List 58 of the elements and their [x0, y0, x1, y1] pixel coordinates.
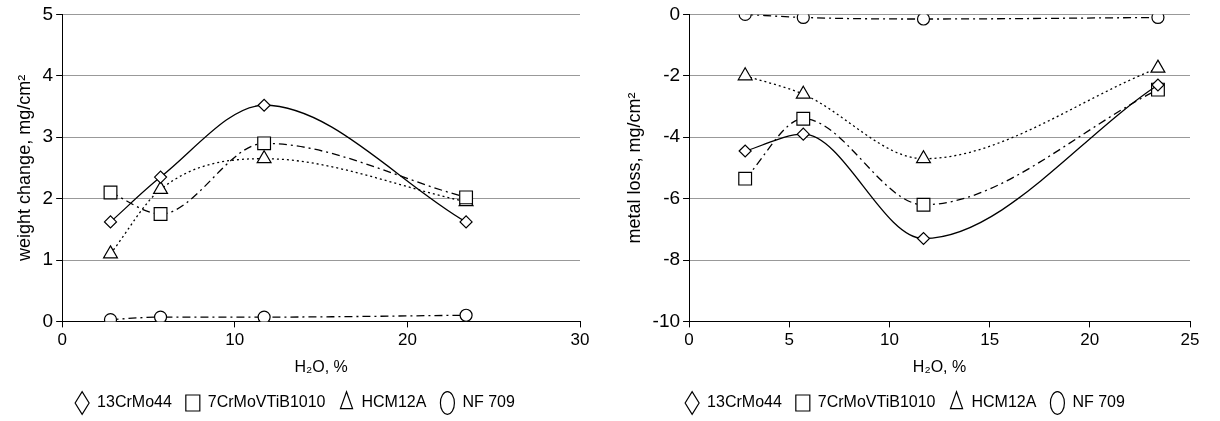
point: [102, 245, 119, 259]
legend-label: HCM12A: [361, 393, 427, 411]
point: [459, 215, 473, 229]
point: [738, 171, 753, 186]
point: [257, 136, 272, 151]
x-tick-label: 30: [570, 330, 590, 350]
point: [738, 144, 752, 158]
x-tick-label: 20: [397, 330, 417, 350]
point: [916, 197, 931, 212]
y-tick-label: 0: [669, 2, 681, 24]
x-tick-label: 25: [1180, 330, 1200, 350]
point: [153, 310, 168, 322]
point: [916, 14, 931, 26]
legend-label: 13CrMo44: [97, 393, 172, 411]
x-axis-title: H₂O, %: [294, 357, 348, 375]
x-tick-label: 10: [879, 330, 899, 350]
x-tick-label: 5: [784, 330, 794, 350]
legend-label: 7CrMoVTiB1010: [207, 393, 326, 411]
y-axis-title: metal loss, mg/cm²: [623, 92, 644, 244]
x-tick-label: 10: [225, 330, 245, 350]
x-axis-title: H₂O, %: [912, 357, 967, 375]
x-tick-label: 0: [684, 330, 694, 350]
y-tick-label: -6: [663, 186, 681, 208]
x-tick-label: 20: [1080, 330, 1100, 350]
y-axis-title: weight change, mg/cm²: [13, 74, 34, 262]
point: [153, 206, 168, 221]
point: [153, 170, 168, 184]
point: [796, 111, 811, 126]
y-tick-label: -10: [652, 309, 681, 331]
y-tick-label: 5: [42, 2, 54, 24]
point: [103, 215, 118, 229]
legend-label: HCM12A: [971, 393, 1037, 411]
point: [796, 127, 810, 141]
y-tick-label: -2: [663, 64, 681, 86]
point: [257, 98, 271, 112]
point: [915, 150, 932, 164]
x-tick-label: 0: [57, 330, 67, 350]
point: [796, 14, 810, 25]
point: [459, 308, 473, 322]
point: [257, 310, 271, 322]
legend-label: NF 709: [1072, 393, 1125, 411]
point: [256, 150, 272, 164]
y-tick-label: 4: [42, 64, 54, 86]
y-tick-label: 1: [42, 248, 54, 270]
point: [153, 180, 169, 194]
y-tick-label: 2: [42, 186, 54, 208]
point: [1151, 14, 1165, 25]
y-tick-label: -4: [663, 125, 681, 147]
legend-label: 7CrMoVTiB1010: [817, 393, 936, 411]
point: [1151, 78, 1165, 92]
point: [103, 185, 118, 200]
y-tick-label: 3: [42, 125, 54, 147]
x-tick-label: 15: [980, 330, 1000, 350]
legend-label: NF 709: [462, 393, 515, 411]
legend-label: 13CrMo44: [707, 393, 782, 411]
point: [916, 231, 931, 246]
y-tick-label: -8: [663, 248, 681, 270]
y-tick-label: 0: [42, 309, 54, 331]
